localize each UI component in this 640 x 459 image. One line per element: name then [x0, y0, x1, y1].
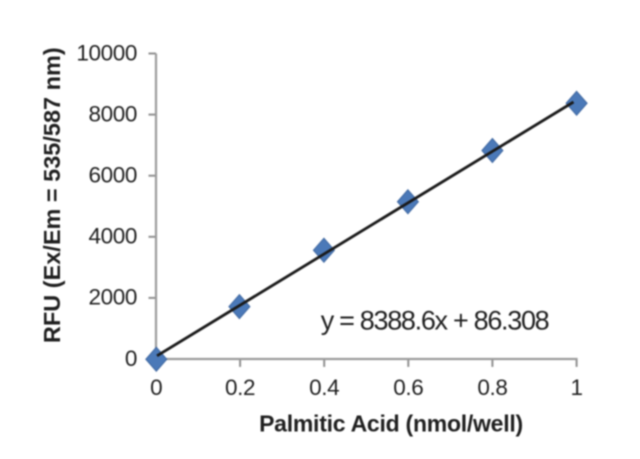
- svg-text:RFU (Ex/Em = 535/587 nm): RFU (Ex/Em = 535/587 nm): [39, 47, 65, 343]
- svg-text:0.4: 0.4: [309, 375, 339, 400]
- svg-text:2000: 2000: [89, 285, 137, 310]
- svg-text:1: 1: [571, 375, 583, 400]
- svg-text:0.8: 0.8: [477, 375, 507, 400]
- svg-text:0.6: 0.6: [393, 375, 423, 400]
- svg-text:6000: 6000: [89, 163, 137, 188]
- svg-text:10000: 10000: [76, 40, 137, 65]
- svg-text:4000: 4000: [89, 224, 137, 249]
- svg-text:y = 8388.6x + 86.308: y = 8388.6x + 86.308: [321, 305, 549, 335]
- svg-text:0: 0: [150, 375, 162, 400]
- svg-text:0: 0: [125, 346, 137, 371]
- svg-text:Palmitic Acid (nmol/well): Palmitic Acid (nmol/well): [259, 410, 523, 436]
- svg-text:0.2: 0.2: [225, 375, 255, 400]
- svg-text:8000: 8000: [89, 101, 137, 126]
